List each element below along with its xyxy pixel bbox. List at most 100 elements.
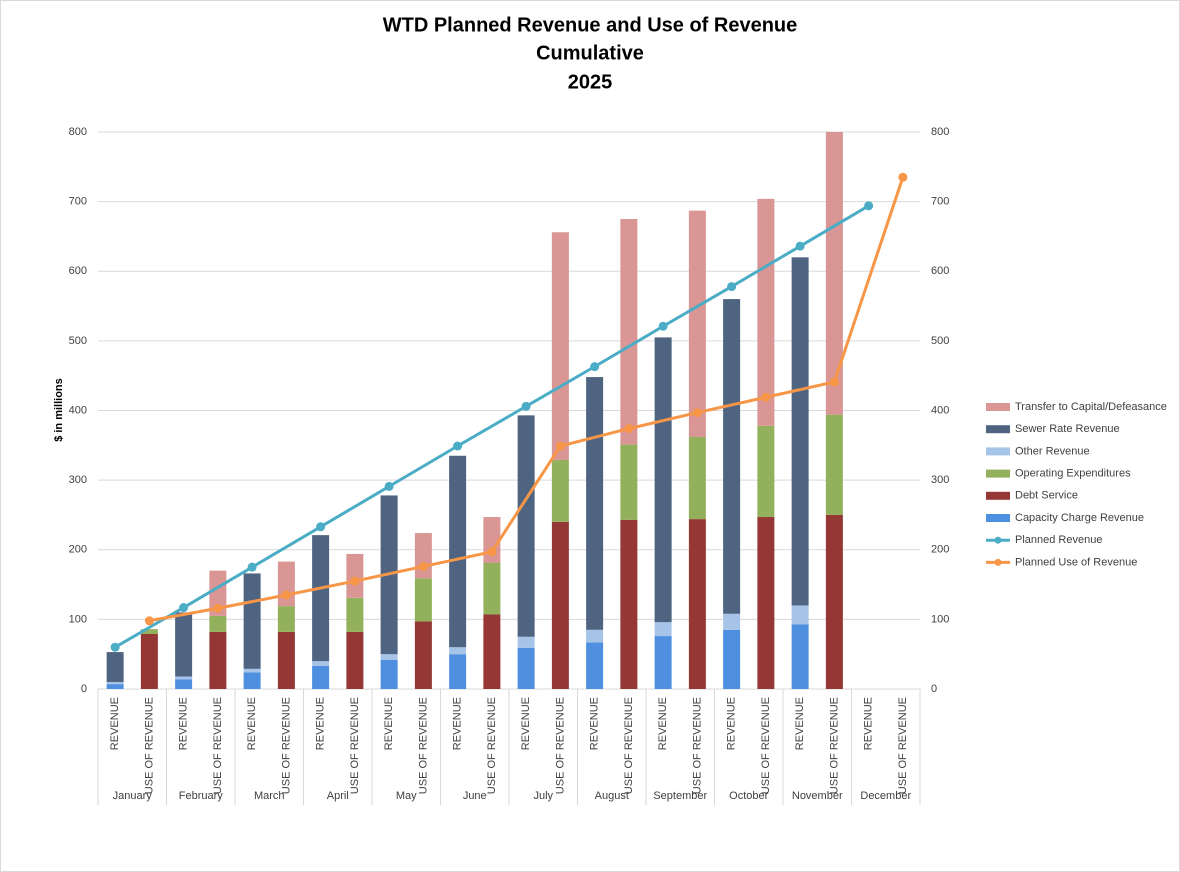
y-tick-label: 300 xyxy=(69,474,87,486)
line-marker xyxy=(864,201,874,211)
bar xyxy=(517,647,535,689)
line-marker xyxy=(110,642,120,652)
bar xyxy=(586,377,604,630)
sub-category-label: USE OF REVENUE xyxy=(280,697,292,794)
bar xyxy=(688,519,706,689)
sub-category-label: REVENUE xyxy=(794,697,806,750)
bar xyxy=(825,414,843,515)
bar xyxy=(791,605,809,625)
line-marker xyxy=(761,392,771,402)
y2-tick-label: 400 xyxy=(931,404,949,416)
bar xyxy=(209,631,227,689)
line-marker xyxy=(453,441,463,451)
line-marker xyxy=(487,547,497,557)
bar xyxy=(175,679,193,689)
sub-category-label: REVENUE xyxy=(520,697,532,750)
legend-swatch xyxy=(994,558,1002,566)
x-tick-label: August xyxy=(595,790,629,802)
x-tick-label: July xyxy=(533,790,553,802)
bar xyxy=(106,684,124,689)
line-marker xyxy=(350,576,360,586)
y-tick-label: 700 xyxy=(69,196,87,208)
bar xyxy=(209,615,227,632)
bar xyxy=(140,633,158,689)
bar xyxy=(414,578,432,622)
y2-tick-label: 500 xyxy=(931,335,949,347)
sub-category-label: USE OF REVENUE xyxy=(486,697,498,794)
sub-category-label: USE OF REVENUE xyxy=(828,697,840,794)
legend-label: Planned Revenue xyxy=(1015,534,1102,546)
bar xyxy=(654,636,672,689)
bar xyxy=(449,455,467,648)
line-marker xyxy=(590,362,600,372)
bar xyxy=(277,631,295,689)
chart-title: 2025 xyxy=(568,71,613,93)
bar xyxy=(517,415,535,637)
bar xyxy=(243,668,261,673)
bar xyxy=(209,570,227,616)
y2-tick-label: 700 xyxy=(931,196,949,208)
y2-tick-label: 200 xyxy=(931,544,949,556)
bar xyxy=(654,622,672,637)
bar xyxy=(346,553,364,598)
bar xyxy=(586,629,604,643)
sub-category-label: USE OF REVENUE xyxy=(623,697,635,794)
y-tick-label: 100 xyxy=(69,613,87,625)
sub-category-label: REVENUE xyxy=(246,697,258,750)
sub-category-label: USE OF REVENUE xyxy=(143,697,155,794)
bar xyxy=(346,597,364,632)
sub-category-label: REVENUE xyxy=(863,697,875,750)
y2-tick-label: 100 xyxy=(931,613,949,625)
line-marker xyxy=(555,441,565,451)
legend-swatch xyxy=(986,491,1010,500)
legend-label: Transfer to Capital/Defeasance xyxy=(1015,401,1167,413)
legend-label: Operating Expenditures xyxy=(1015,468,1131,480)
bar xyxy=(414,621,432,689)
bar xyxy=(449,654,467,689)
sub-category-label: USE OF REVENUE xyxy=(212,697,224,794)
x-tick-label: March xyxy=(254,790,285,802)
x-tick-label: January xyxy=(113,790,153,802)
y-tick-label: 200 xyxy=(69,544,87,556)
bar xyxy=(723,629,741,689)
sub-category-label: REVENUE xyxy=(315,697,327,750)
legend-swatch xyxy=(986,469,1010,478)
y-tick-label: 500 xyxy=(69,335,87,347)
line-marker xyxy=(418,561,428,571)
bar xyxy=(551,232,569,460)
legend-label: Debt Service xyxy=(1015,490,1078,502)
bar xyxy=(757,517,775,689)
bar xyxy=(757,198,775,426)
sub-category-label: USE OF REVENUE xyxy=(554,697,566,794)
bar xyxy=(277,606,295,632)
line-marker xyxy=(144,616,154,626)
bar xyxy=(586,642,604,689)
x-tick-label: October xyxy=(729,790,768,802)
bar xyxy=(551,521,569,689)
bar xyxy=(175,676,193,680)
legend-swatch xyxy=(986,447,1010,456)
bar xyxy=(620,444,638,520)
sub-category-label: REVENUE xyxy=(383,697,395,750)
bar xyxy=(175,612,193,677)
bar xyxy=(483,614,501,689)
bar xyxy=(414,533,432,579)
x-tick-label: May xyxy=(396,790,417,802)
sub-category-label: USE OF REVENUE xyxy=(349,697,361,794)
sub-category-label: USE OF REVENUE xyxy=(417,697,429,794)
line xyxy=(114,204,870,649)
bar xyxy=(106,682,124,685)
line-marker xyxy=(213,603,223,613)
legend-label: Planned Use of Revenue xyxy=(1015,556,1137,568)
sub-category-label: USE OF REVENUE xyxy=(760,697,772,794)
chart-title: Cumulative xyxy=(536,42,644,64)
y2-tick-label: 300 xyxy=(931,474,949,486)
line-marker xyxy=(521,401,531,411)
bar xyxy=(620,519,638,689)
line-marker xyxy=(829,377,839,387)
legend-swatch xyxy=(986,425,1010,434)
bar xyxy=(620,219,638,445)
bar xyxy=(312,535,330,662)
bar xyxy=(449,647,467,655)
legend-swatch xyxy=(986,514,1010,522)
